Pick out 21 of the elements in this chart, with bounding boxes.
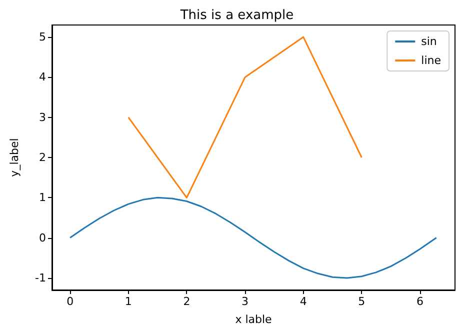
legend-label: line bbox=[421, 54, 442, 67]
x-tick-label: 3 bbox=[242, 295, 249, 308]
y-tick-label: -1 bbox=[35, 271, 46, 284]
x-tick-label: 4 bbox=[300, 295, 307, 308]
x-tick-label: 6 bbox=[416, 295, 424, 308]
y-tick-label: 1 bbox=[39, 191, 46, 204]
x-axis-title: x lable bbox=[235, 313, 272, 326]
chart-title: This is a example bbox=[179, 8, 294, 23]
legend-label: sin bbox=[421, 35, 437, 48]
y-tick-label: 5 bbox=[39, 30, 46, 44]
y-tick-label: 2 bbox=[39, 151, 46, 164]
y-axis-title: y_label bbox=[8, 138, 21, 177]
line-series bbox=[128, 36, 362, 198]
line-series bbox=[69, 196, 438, 279]
x-tick-label: 2 bbox=[183, 295, 190, 308]
x-tick-label: 1 bbox=[124, 295, 132, 308]
x-tick-label: 0 bbox=[66, 295, 74, 308]
x-tick-label: 5 bbox=[358, 295, 366, 308]
y-tick-label: 4 bbox=[39, 70, 46, 84]
y-tick-label: 3 bbox=[39, 110, 46, 124]
y-tick-label: 0 bbox=[39, 231, 46, 244]
